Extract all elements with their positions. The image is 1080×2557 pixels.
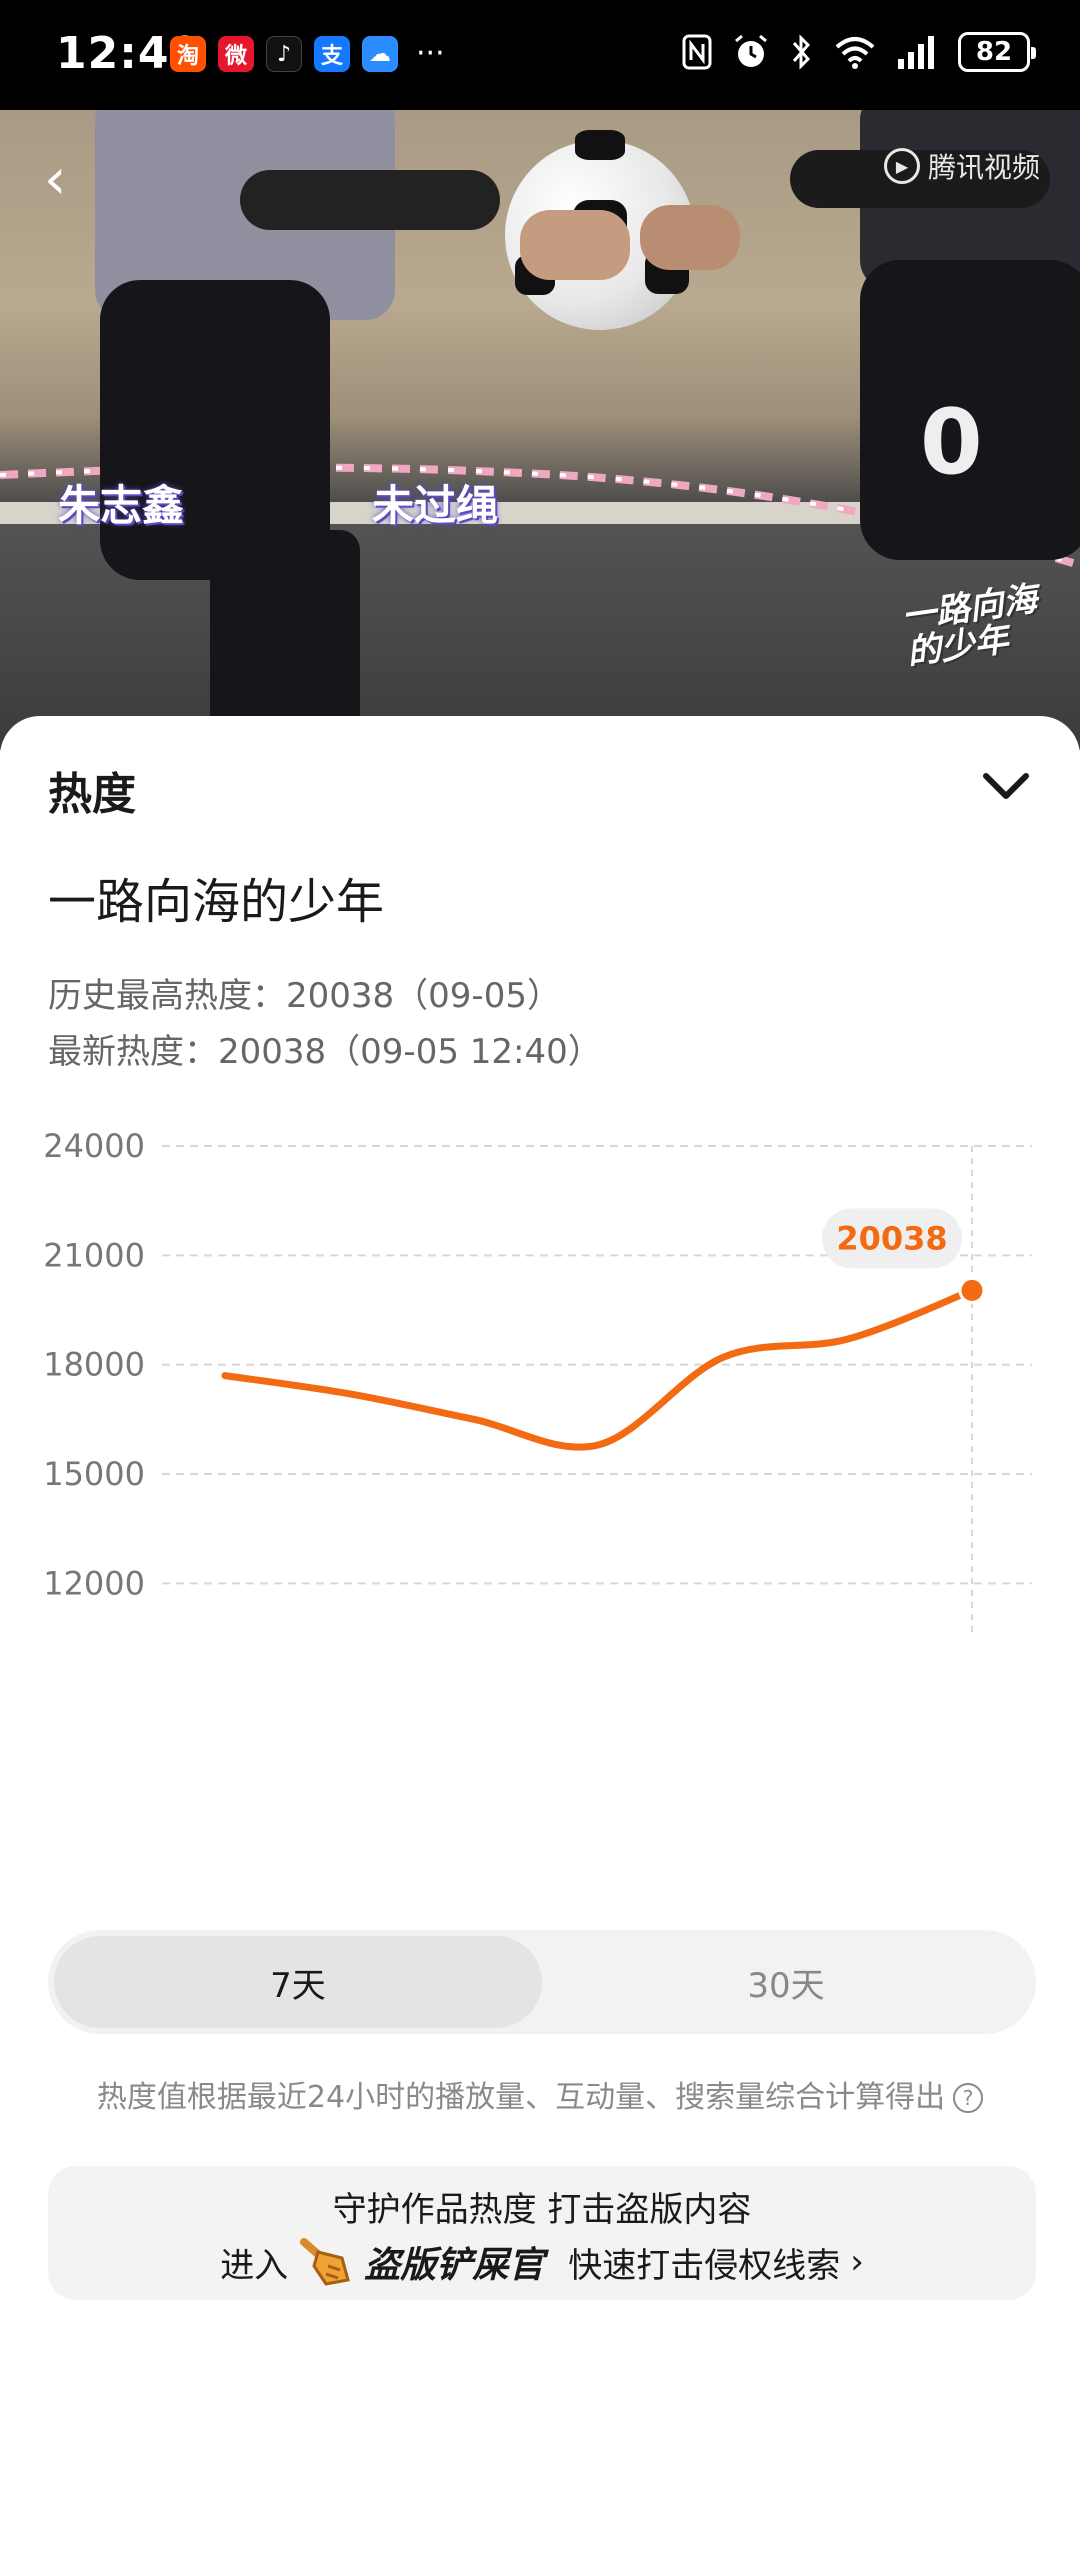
watermark-text: 腾讯视频 [927,151,1040,184]
douyin-icon: ♪ [266,36,302,72]
show-title: 一路向海的少年 [48,874,385,930]
chevron-down-icon[interactable] [976,756,1036,816]
peak-value-label: 20038 [836,1219,947,1257]
system-icons: 82 [682,32,1036,72]
chevron-right-icon: › [850,2242,864,2282]
back-button[interactable]: ‹ [44,147,67,212]
jersey-number: 0 [920,390,983,495]
player-hands [520,210,630,280]
panel-title: 热度 [48,769,136,820]
y-tick-label: 24000 [43,1127,145,1165]
tencent-video-watermark: ▶ 腾讯视频 [883,146,1040,186]
heat-line-chart: 24000210001800015000120009000600008-3008… [43,1127,1032,1636]
anti-piracy-card[interactable]: 守护作品热度 打击盗版内容 进入 盗版铲屎官 快速打击侵权线索 › [48,2166,1036,2300]
anti-piracy-link[interactable]: 进入 盗版铲屎官 快速打击侵权线索 › [48,2236,1036,2288]
player-left-legs [210,530,360,750]
y-tick-label: 18000 [43,1346,145,1384]
enter-text: 进入 [220,2245,289,2286]
more-notifications-icon: ··· [416,36,445,71]
data-point [958,1276,986,1304]
player-right-shorts [860,260,1080,560]
heat-calculation-note: 热度值根据最近24小时的播放量、互动量、搜索量综合计算得出? [0,2072,1080,2116]
brand-name: 盗版铲屎官 [364,2245,545,2286]
taobao-icon: 淘 [170,36,206,72]
jump-rope-decoration [0,463,1080,569]
weibo-icon: 微 [218,36,254,72]
signal-icon [898,36,934,69]
heat-panel: 热度 一路向海的少年 历史最高热度：20038（09-05） 最新热度：2003… [0,716,1080,2557]
y-tick-label: 12000 [43,1564,145,1602]
player-left-arm [240,170,500,230]
wifi-icon [835,37,875,69]
cloud-icon: ☁ [362,36,398,72]
shovel-icon [300,2238,351,2286]
nfc-icon [682,34,712,70]
heat-series-line [221,1286,976,1451]
peak-label-bg [822,1208,962,1269]
latest-heat: 最新热度：20038（09-05 12:40） [48,1032,602,1072]
alarm-icon [735,34,767,67]
video-player[interactable]: 0 ‹ ▶ 腾讯视频 朱志鑫 未过绳 一路向海 的少年 [0,110,1080,750]
y-tick-label: 21000 [43,1236,145,1274]
tab-7-days[interactable]: 7天 [54,1936,542,2028]
note-text: 热度值根据最近24小时的播放量、互动量、搜索量综合计算得出 [96,2080,946,2115]
player-hands-2 [640,205,740,270]
tencent-play-icon: ▶ [883,148,920,184]
player-right-arm [790,150,1050,208]
history-high-heat: 历史最高热度：20038（09-05） [48,976,561,1016]
subtitle-name: 朱志鑫 [58,481,185,530]
help-icon[interactable]: ? [953,2083,984,2113]
bluetooth-icon [792,34,811,70]
range-tabs: 7天 30天 [48,1930,1036,2034]
anti-piracy-headline: 守护作品热度 打击盗版内容 [332,2190,752,2230]
notification-icons: 淘 微 ♪ 支 ☁ ··· [170,36,445,72]
subtitle-caption: 未过绳 [372,481,499,530]
tab-30-days[interactable]: 30天 [747,1965,825,2006]
alipay-icon: 支 [314,36,350,72]
status-bar: 12:40 淘 微 ♪ 支 ☁ ··· [0,0,1080,110]
battery-icon: 82 [958,32,1036,72]
action-text: 快速打击侵权线索 [568,2245,841,2286]
y-tick-label: 15000 [43,1455,145,1493]
